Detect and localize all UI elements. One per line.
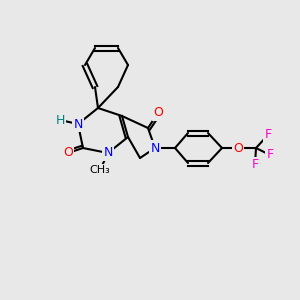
- Text: O: O: [153, 106, 163, 119]
- Text: F: F: [266, 148, 274, 161]
- Text: H: H: [55, 113, 65, 127]
- Text: F: F: [251, 158, 259, 172]
- Text: CH₃: CH₃: [90, 165, 110, 175]
- Text: N: N: [103, 146, 113, 160]
- Text: O: O: [233, 142, 243, 154]
- Text: N: N: [73, 118, 83, 130]
- Text: N: N: [150, 142, 160, 154]
- Text: O: O: [63, 146, 73, 160]
- Text: F: F: [264, 128, 272, 142]
